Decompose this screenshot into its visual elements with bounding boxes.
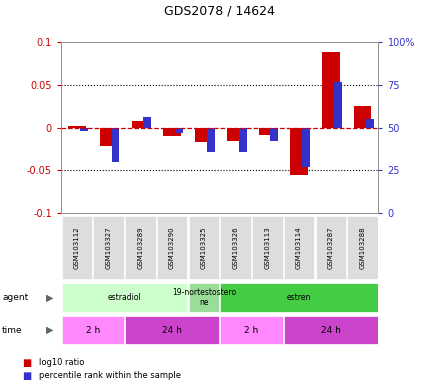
Bar (143, 118, 151, 127)
Text: ▶: ▶ (46, 325, 54, 335)
Bar (333, 81, 341, 127)
Bar (93, 216, 124, 279)
Text: GSM103325: GSM103325 (201, 227, 206, 269)
Text: 19-nortestostero
ne: 19-nortestostero ne (171, 288, 235, 307)
Text: estren: estren (286, 293, 311, 302)
Text: GSM103114: GSM103114 (296, 226, 301, 269)
Text: GSM103289: GSM103289 (137, 226, 143, 269)
Bar (251, 216, 282, 279)
Bar (174, 127, 183, 133)
Bar (194, 127, 212, 142)
Bar (61, 316, 124, 344)
Text: 24 h: 24 h (162, 326, 181, 335)
Bar (99, 127, 117, 146)
Text: GSM103288: GSM103288 (359, 226, 365, 269)
Bar (289, 127, 307, 175)
Text: 24 h: 24 h (320, 326, 340, 335)
Text: GSM103326: GSM103326 (232, 226, 238, 269)
Text: time: time (2, 326, 23, 335)
Bar (220, 316, 282, 344)
Text: ■: ■ (22, 371, 31, 381)
Text: estradiol: estradiol (107, 293, 141, 302)
Bar (315, 216, 345, 279)
Bar (365, 119, 373, 127)
Bar (111, 127, 119, 162)
Bar (125, 316, 219, 344)
Text: agent: agent (2, 293, 28, 302)
Bar (61, 216, 92, 279)
Bar (188, 283, 219, 312)
Bar (353, 106, 371, 127)
Bar (68, 126, 85, 127)
Text: GSM103327: GSM103327 (105, 226, 111, 269)
Text: ■: ■ (22, 358, 31, 368)
Bar (301, 127, 309, 167)
Bar (226, 127, 244, 141)
Text: percentile rank within the sample: percentile rank within the sample (39, 371, 181, 380)
Text: ▶: ▶ (46, 293, 54, 303)
Text: GSM103287: GSM103287 (327, 226, 333, 269)
Bar (163, 127, 181, 136)
Bar (131, 121, 149, 127)
Bar (188, 216, 219, 279)
Bar (346, 216, 377, 279)
Bar (283, 316, 377, 344)
Bar (270, 127, 278, 141)
Text: log10 ratio: log10 ratio (39, 358, 84, 367)
Text: 2 h: 2 h (85, 326, 99, 335)
Bar (238, 127, 246, 152)
Bar (321, 53, 339, 127)
Bar (79, 127, 88, 131)
Bar (125, 216, 155, 279)
Bar (61, 283, 187, 312)
Text: GDS2078 / 14624: GDS2078 / 14624 (164, 4, 274, 17)
Text: GSM103113: GSM103113 (264, 226, 270, 269)
Bar (156, 216, 187, 279)
Text: GSM103290: GSM103290 (169, 226, 174, 269)
Text: 2 h: 2 h (244, 326, 258, 335)
Bar (220, 283, 377, 312)
Bar (220, 216, 250, 279)
Text: GSM103112: GSM103112 (74, 226, 79, 269)
Bar (206, 127, 214, 152)
Bar (258, 127, 276, 134)
Bar (283, 216, 314, 279)
